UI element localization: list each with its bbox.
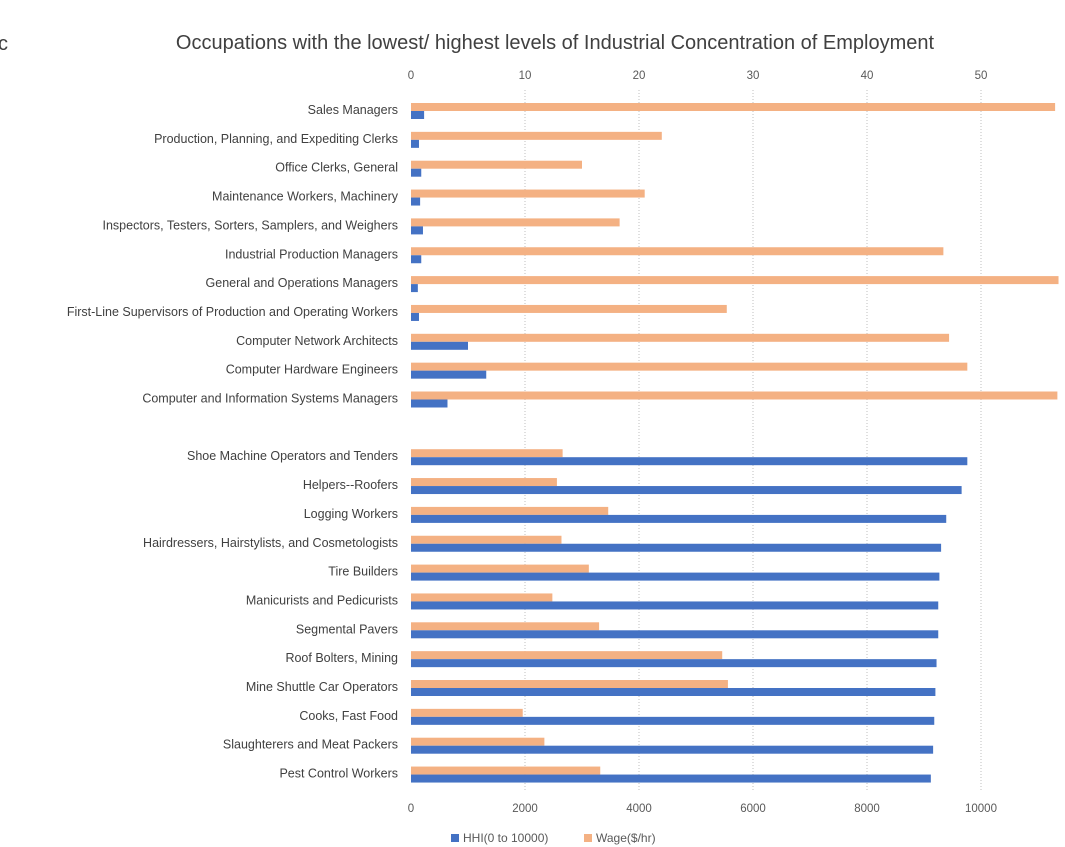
bottom-tick-label: 0 — [408, 803, 414, 815]
hhi-bar[interactable] — [411, 630, 939, 639]
category-label: Computer Network Architects — [236, 334, 398, 348]
category-label: Computer Hardware Engineers — [226, 363, 398, 377]
wage-bar[interactable] — [411, 651, 723, 660]
bottom-tick-label: 4000 — [626, 803, 652, 815]
category-label: Inspectors, Testers, Sorters, Samplers, … — [103, 218, 399, 232]
wage-bar[interactable] — [411, 362, 968, 371]
category-label: Pest Control Workers — [279, 767, 398, 781]
category-label: Roof Bolters, Mining — [285, 651, 398, 665]
wage-bar[interactable] — [411, 391, 1058, 400]
category-label: Manicurists and Pedicurists — [246, 593, 398, 607]
hhi-bar[interactable] — [411, 111, 425, 119]
category-label: Cooks, Fast Food — [299, 709, 398, 723]
wage-bar[interactable] — [411, 218, 620, 227]
wage-bar[interactable] — [411, 622, 600, 631]
category-label: Hairdressers, Hairstylists, and Cosmetol… — [143, 536, 398, 550]
wage-bar[interactable] — [411, 680, 728, 688]
top-tick-label: 10 — [519, 70, 532, 82]
category-label: Industrial Production Managers — [225, 247, 398, 261]
wage-bar[interactable] — [411, 506, 609, 515]
bars — [411, 103, 1059, 783]
hhi-bar[interactable] — [411, 255, 422, 264]
category-labels: Sales Managers Production, Planning, and … — [67, 103, 399, 781]
wage-bar[interactable] — [411, 103, 1056, 111]
top-tick-label: 50 — [975, 70, 988, 82]
category-label: Slaughterers and Meat Packers — [223, 738, 398, 752]
category-label: Sales Managers — [308, 103, 398, 117]
hhi-bar[interactable] — [411, 514, 947, 523]
wage-bar[interactable] — [411, 160, 582, 169]
wage-bar[interactable] — [411, 247, 944, 256]
top-tick-label: 40 — [861, 70, 874, 82]
top-tick-label: 30 — [747, 70, 760, 82]
wage-bar[interactable] — [411, 593, 553, 602]
hhi-bar[interactable] — [411, 601, 939, 610]
hhi-bar[interactable] — [411, 688, 936, 696]
hhi-bar[interactable] — [411, 341, 468, 350]
legend-label-wage: Wage($/hr) — [596, 831, 656, 845]
category-label: First-Line Supervisors of Production and… — [67, 305, 398, 319]
category-label: Tire Builders — [328, 565, 398, 579]
wage-bar[interactable] — [411, 131, 662, 140]
hhi-bar[interactable] — [411, 284, 418, 293]
hhi-bar[interactable] — [411, 457, 968, 466]
wage-bar[interactable] — [411, 333, 950, 342]
bottom-axis-ticks: 020004000600080001000012 — [408, 803, 997, 815]
category-label: Production, Planning, and Expediting Cle… — [154, 132, 398, 146]
category-label: Segmental Pavers — [296, 622, 398, 636]
hhi-bar[interactable] — [411, 572, 940, 581]
wage-bar[interactable] — [411, 535, 562, 544]
category-label: Mine Shuttle Car Operators — [246, 680, 398, 694]
bottom-tick-label: 6000 — [740, 803, 766, 815]
bottom-tick-label: 2000 — [512, 803, 538, 815]
category-label: Shoe Machine Operators and Tenders — [187, 449, 398, 463]
top-tick-label: 20 — [633, 70, 646, 82]
legend-label-hhi: HHI(0 to 10000) — [463, 831, 548, 845]
corner-mark: c — [0, 33, 8, 55]
wage-bar[interactable] — [411, 189, 645, 198]
category-label: General and Operations Managers — [206, 276, 398, 290]
hhi-bar[interactable] — [411, 399, 448, 408]
wage-bar[interactable] — [411, 766, 601, 775]
wage-bar[interactable] — [411, 708, 523, 717]
hhi-bar[interactable] — [411, 716, 935, 725]
hhi-bar[interactable] — [411, 370, 487, 379]
wage-bar[interactable] — [411, 737, 545, 746]
top-tick-label: 0 — [408, 70, 414, 82]
wage-bar[interactable] — [411, 564, 589, 573]
legend-swatch-wage — [584, 834, 592, 842]
wage-bar[interactable] — [411, 276, 1059, 285]
hhi-bar[interactable] — [411, 168, 422, 177]
chart-title: Occupations with the lowest/ highest lev… — [176, 32, 935, 54]
category-label: Maintenance Workers, Machinery — [212, 190, 399, 204]
bottom-tick-label: 8000 — [854, 803, 880, 815]
category-label: Helpers--Roofers — [303, 478, 398, 492]
hhi-bar[interactable] — [411, 486, 962, 495]
hhi-bar[interactable] — [411, 226, 423, 235]
legend[interactable]: HHI(0 to 10000) Wage($/hr) — [451, 831, 656, 845]
hhi-bar[interactable] — [411, 659, 937, 668]
hhi-bar[interactable] — [411, 139, 419, 148]
hhi-bar[interactable] — [411, 774, 931, 783]
wage-bar[interactable] — [411, 449, 563, 458]
category-label: Logging Workers — [304, 507, 398, 521]
hhi-bar[interactable] — [411, 745, 934, 754]
legend-swatch-hhi — [451, 834, 459, 842]
category-label: Office Clerks, General — [275, 161, 398, 175]
hhi-bar[interactable] — [411, 312, 419, 321]
wage-bar[interactable] — [411, 478, 557, 487]
hhi-bar[interactable] — [411, 197, 421, 206]
top-axis-ticks: 010203040506 — [408, 70, 988, 82]
bottom-tick-label: 10000 — [965, 803, 997, 815]
wage-bar[interactable] — [411, 304, 727, 313]
category-label: Computer and Information Systems Manager… — [142, 392, 398, 406]
hhi-bar[interactable] — [411, 543, 942, 552]
